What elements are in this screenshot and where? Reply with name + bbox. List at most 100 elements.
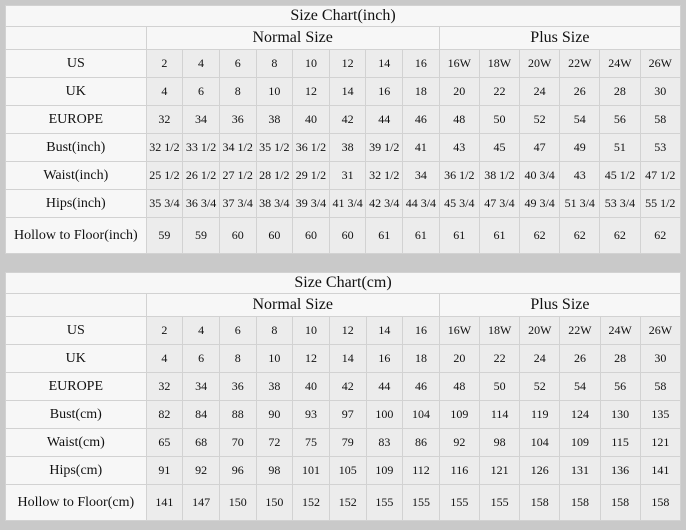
size-cell: 62: [559, 217, 601, 254]
size-cell: 24: [519, 77, 561, 106]
size-cell: 109: [438, 400, 481, 429]
size-cell: 75: [292, 428, 330, 457]
table-row: Waist(cm) 65 68 70 72 75 79 83 86 92 98 104 109 115 12…: [5, 428, 682, 457]
size-cell: 44: [365, 372, 404, 401]
size-cell: 35 3/4: [145, 189, 184, 218]
size-cell: 109: [365, 456, 404, 485]
row-label: Hips(cm): [5, 456, 147, 485]
size-cell: 82: [145, 400, 184, 429]
size-cell: 92: [182, 456, 220, 485]
size-cell: 61: [478, 217, 521, 254]
table-row: EUROPE 32 34 36 38 40 42 44 46 48 50 52 54 56 58: [5, 105, 681, 134]
size-cell: 51: [599, 133, 641, 162]
size-cell: 10: [255, 77, 294, 106]
size-cell: 131: [559, 456, 601, 485]
size-cell: 92: [438, 428, 481, 457]
size-cell: 152: [328, 484, 367, 521]
size-cell: 26W: [639, 316, 682, 345]
table-row: UK 4 6 8 10 12 14 16 18 20 22 24 26 28 30: [5, 344, 682, 373]
size-cell: 32: [145, 372, 184, 401]
size-cell: 42: [328, 372, 367, 401]
row-label: UK: [5, 344, 147, 373]
size-cell: 98: [479, 428, 521, 457]
table-row: Hollow to Floor(cm) 141 147 150 150 152 152 155…: [5, 484, 682, 521]
size-cell: 115: [599, 428, 641, 457]
size-cell: 150: [218, 484, 257, 521]
size-cell: 86: [402, 428, 440, 457]
size-cell: 14: [328, 77, 367, 106]
size-cell: 12: [328, 49, 367, 78]
size-cell: 4: [182, 316, 220, 345]
size-cell: 28 1/2: [255, 161, 294, 190]
size-cell: 10: [292, 316, 330, 345]
size-cell: 116: [438, 456, 481, 485]
size-cell: 10: [292, 49, 330, 78]
size-cell: 83: [365, 428, 404, 457]
size-cell: 44: [365, 105, 404, 134]
size-cell: 29 1/2: [292, 161, 330, 190]
size-cell: 101: [292, 456, 330, 485]
size-cell: 36 1/2: [292, 133, 330, 162]
size-cell: 150: [255, 484, 294, 521]
size-cell: 4: [145, 77, 184, 106]
size-cell: 22W: [559, 316, 601, 345]
size-cell: 45 1/2: [599, 161, 641, 190]
chart-title: Size Chart(cm): [5, 272, 681, 294]
size-cell: 34: [402, 161, 440, 190]
size-cell: 32: [145, 105, 184, 134]
table-row: UK 4 6 8 10 12 14 16 18 20 22 24 26 28 30: [5, 77, 681, 106]
size-cell: 30: [639, 344, 682, 373]
corner-cell: [5, 293, 147, 317]
size-cell: 60: [292, 217, 330, 254]
row-label: US: [5, 49, 147, 78]
size-cell: 47: [519, 133, 561, 162]
size-cell: 72: [255, 428, 294, 457]
size-cell: 12: [328, 316, 367, 345]
size-cell: 26: [559, 77, 601, 106]
size-cell: 39 3/4: [292, 189, 330, 218]
row-label: Hollow to Floor(cm): [5, 484, 147, 521]
size-cell: 30: [639, 77, 681, 106]
size-cell: 158: [519, 484, 561, 521]
size-cell: 70: [218, 428, 257, 457]
size-cell: 141: [145, 484, 184, 521]
table-row: Waist(inch) 25 1/2 26 1/2 27 1/2 28 1/2 29 1/…: [5, 161, 681, 190]
size-cell: 60: [255, 217, 294, 254]
table-row: Hollow to Floor(inch) 59 59 60 60 60 60 61 61 61 6…: [5, 217, 681, 254]
size-cell: 158: [559, 484, 601, 521]
size-cell: 38: [255, 372, 294, 401]
size-cell: 61: [365, 217, 404, 254]
size-cell: 6: [218, 316, 257, 345]
size-cell: 36 1/2: [438, 161, 480, 190]
size-cell: 60: [218, 217, 257, 254]
size-cell: 8: [218, 77, 257, 106]
row-label: Hollow to Floor(inch): [5, 217, 147, 254]
size-cell: 18W: [479, 316, 521, 345]
size-cell: 56: [599, 372, 641, 401]
size-cell: 20: [438, 344, 481, 373]
size-cell: 58: [639, 372, 682, 401]
size-cell: 155: [365, 484, 404, 521]
size-cell: 79: [328, 428, 367, 457]
size-cell: 2: [145, 316, 184, 345]
size-cell: 62: [599, 217, 641, 254]
size-chart-inch: Size Chart(inch) Normal Size Plus Size US 2 4…: [5, 5, 682, 254]
size-cell: 47 3/4: [478, 189, 521, 218]
size-cell: 24W: [599, 316, 641, 345]
size-cell: 141: [639, 456, 682, 485]
chart-title: Size Chart(inch): [5, 5, 681, 27]
size-cell: 20W: [519, 316, 561, 345]
size-cell: 84: [182, 400, 220, 429]
size-cell: 147: [182, 484, 220, 521]
size-cell: 126: [519, 456, 561, 485]
size-cell: 52: [519, 372, 561, 401]
size-cell: 59: [182, 217, 220, 254]
size-cell: 8: [218, 344, 257, 373]
size-cell: 18W: [478, 49, 521, 78]
row-label: Bust(inch): [5, 133, 147, 162]
size-cell: 26W: [639, 49, 681, 78]
size-cell: 50: [479, 372, 521, 401]
size-cell: 14: [365, 316, 404, 345]
size-cell: 48: [438, 372, 481, 401]
table-row: EUROPE 32 34 36 38 40 42 44 46 48 50 52 54 56 58: [5, 372, 682, 401]
